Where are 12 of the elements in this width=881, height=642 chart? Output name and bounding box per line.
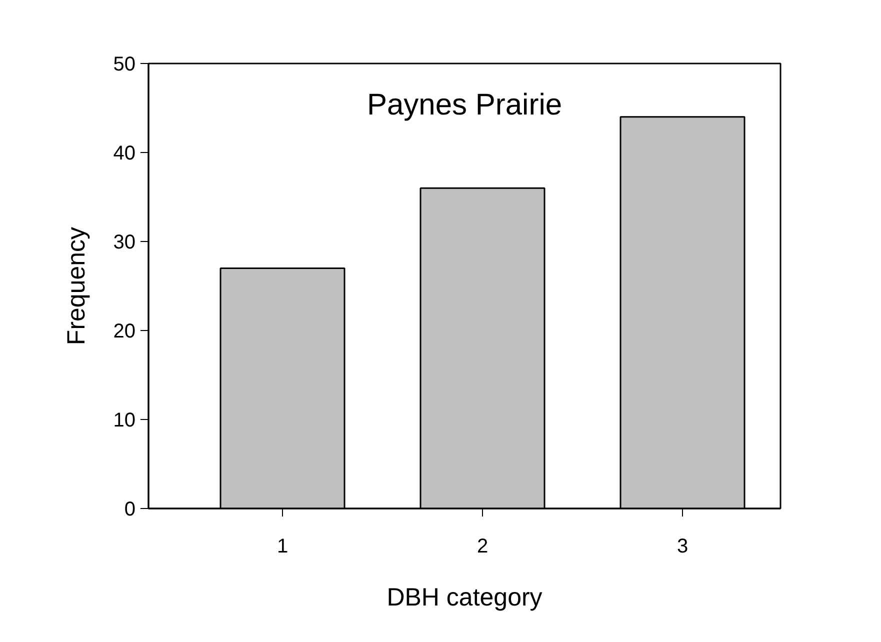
- text: Paynes Prairie: [366, 88, 562, 122]
- y-tick-label: 20: [113, 320, 136, 342]
- x-tick-label: 1: [276, 536, 288, 558]
- y-tick-label: 50: [113, 54, 136, 76]
- y-tick-label: 10: [113, 410, 136, 432]
- x-tick-label: 3: [676, 536, 688, 558]
- x-axis-title: DBH category: [386, 584, 543, 612]
- x-tick-label: 2: [476, 536, 488, 558]
- y-tick-label: 0: [124, 498, 136, 520]
- y-tick-label: 30: [113, 232, 136, 254]
- y-tick-label: 40: [113, 142, 136, 164]
- y-axis-title: Frequency: [62, 226, 90, 346]
